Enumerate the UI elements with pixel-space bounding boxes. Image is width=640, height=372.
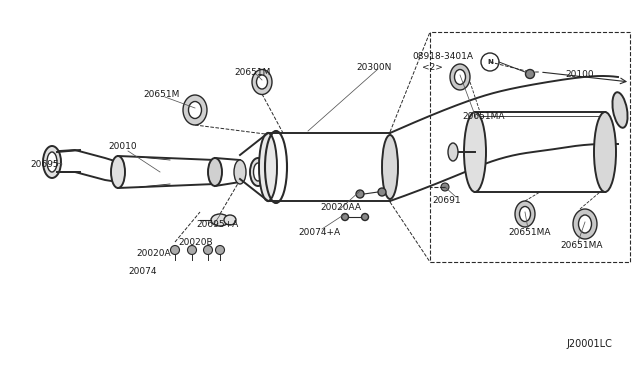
Ellipse shape bbox=[216, 246, 225, 254]
Ellipse shape bbox=[441, 183, 449, 191]
Ellipse shape bbox=[250, 158, 266, 186]
Ellipse shape bbox=[356, 190, 364, 198]
Ellipse shape bbox=[188, 246, 196, 254]
Text: J20001LC: J20001LC bbox=[566, 339, 612, 349]
Text: N: N bbox=[487, 59, 493, 65]
Text: 20020AA: 20020AA bbox=[320, 202, 361, 212]
Ellipse shape bbox=[111, 156, 125, 188]
Ellipse shape bbox=[252, 70, 272, 94]
Text: 20651MA: 20651MA bbox=[508, 228, 550, 237]
Ellipse shape bbox=[189, 102, 202, 119]
Ellipse shape bbox=[204, 246, 212, 254]
Ellipse shape bbox=[253, 163, 262, 181]
Ellipse shape bbox=[515, 201, 535, 227]
Ellipse shape bbox=[382, 135, 398, 199]
Ellipse shape bbox=[378, 188, 386, 196]
Ellipse shape bbox=[612, 92, 628, 128]
Ellipse shape bbox=[454, 70, 465, 84]
Text: 20100: 20100 bbox=[565, 70, 594, 78]
Ellipse shape bbox=[183, 95, 207, 125]
Ellipse shape bbox=[362, 214, 369, 221]
Ellipse shape bbox=[573, 209, 597, 239]
Text: 20651MA: 20651MA bbox=[462, 112, 504, 121]
Text: 20691: 20691 bbox=[432, 196, 461, 205]
Text: 20651MA: 20651MA bbox=[560, 241, 602, 250]
Ellipse shape bbox=[464, 112, 486, 192]
Text: 20651M: 20651M bbox=[234, 67, 270, 77]
Text: 20020B: 20020B bbox=[178, 237, 212, 247]
Text: 20695: 20695 bbox=[30, 160, 59, 169]
Text: 20300N: 20300N bbox=[356, 62, 392, 71]
Text: <2>: <2> bbox=[422, 62, 443, 71]
Ellipse shape bbox=[47, 152, 57, 172]
Text: 20020A: 20020A bbox=[136, 250, 171, 259]
Ellipse shape bbox=[112, 159, 124, 185]
Ellipse shape bbox=[208, 158, 222, 186]
Ellipse shape bbox=[257, 75, 268, 89]
Text: 20651M: 20651M bbox=[143, 90, 179, 99]
Text: 08918-3401A: 08918-3401A bbox=[412, 51, 473, 61]
Ellipse shape bbox=[450, 64, 470, 90]
Ellipse shape bbox=[234, 160, 246, 184]
Ellipse shape bbox=[448, 143, 458, 161]
Ellipse shape bbox=[224, 215, 236, 225]
Ellipse shape bbox=[170, 246, 179, 254]
Ellipse shape bbox=[43, 146, 61, 178]
Ellipse shape bbox=[520, 206, 531, 221]
Text: 20010: 20010 bbox=[108, 141, 136, 151]
Ellipse shape bbox=[525, 70, 534, 78]
Text: 20695+A: 20695+A bbox=[196, 219, 238, 228]
Text: 20074: 20074 bbox=[128, 267, 157, 276]
Ellipse shape bbox=[211, 214, 229, 226]
Ellipse shape bbox=[579, 215, 591, 233]
Ellipse shape bbox=[342, 214, 349, 221]
Text: 20074+A: 20074+A bbox=[298, 228, 340, 237]
Ellipse shape bbox=[259, 133, 277, 201]
Ellipse shape bbox=[594, 112, 616, 192]
